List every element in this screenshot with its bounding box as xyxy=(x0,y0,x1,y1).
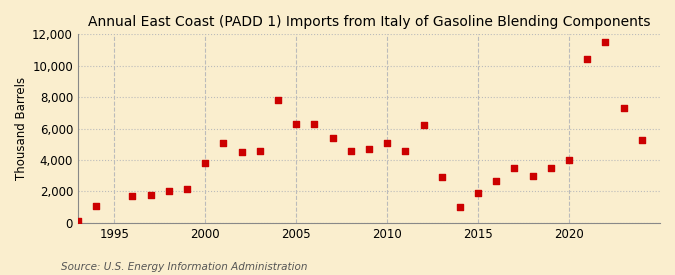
Point xyxy=(382,141,393,145)
Point xyxy=(163,188,174,193)
Point xyxy=(291,122,302,126)
Y-axis label: Thousand Barrels: Thousand Barrels xyxy=(15,77,28,180)
Point xyxy=(418,123,429,128)
Point xyxy=(327,136,338,140)
Point xyxy=(491,179,502,183)
Point xyxy=(527,174,538,178)
Point xyxy=(454,205,465,209)
Title: Annual East Coast (PADD 1) Imports from Italy of Gasoline Blending Components: Annual East Coast (PADD 1) Imports from … xyxy=(88,15,650,29)
Point xyxy=(400,148,410,153)
Point xyxy=(200,161,211,165)
Point xyxy=(436,174,447,179)
Point xyxy=(618,106,629,110)
Point xyxy=(637,138,647,142)
Point xyxy=(254,148,265,153)
Point xyxy=(582,57,593,62)
Point xyxy=(218,141,229,145)
Point xyxy=(182,187,192,191)
Point xyxy=(545,166,556,170)
Point xyxy=(472,191,483,195)
Point xyxy=(273,98,284,103)
Point xyxy=(564,158,574,162)
Point xyxy=(346,148,356,153)
Point xyxy=(509,166,520,170)
Point xyxy=(364,147,375,151)
Point xyxy=(600,40,611,44)
Point xyxy=(72,219,83,224)
Text: Source: U.S. Energy Information Administration: Source: U.S. Energy Information Administ… xyxy=(61,262,307,272)
Point xyxy=(309,122,320,126)
Point xyxy=(90,204,101,208)
Point xyxy=(127,194,138,198)
Point xyxy=(145,192,156,197)
Point xyxy=(236,150,247,154)
